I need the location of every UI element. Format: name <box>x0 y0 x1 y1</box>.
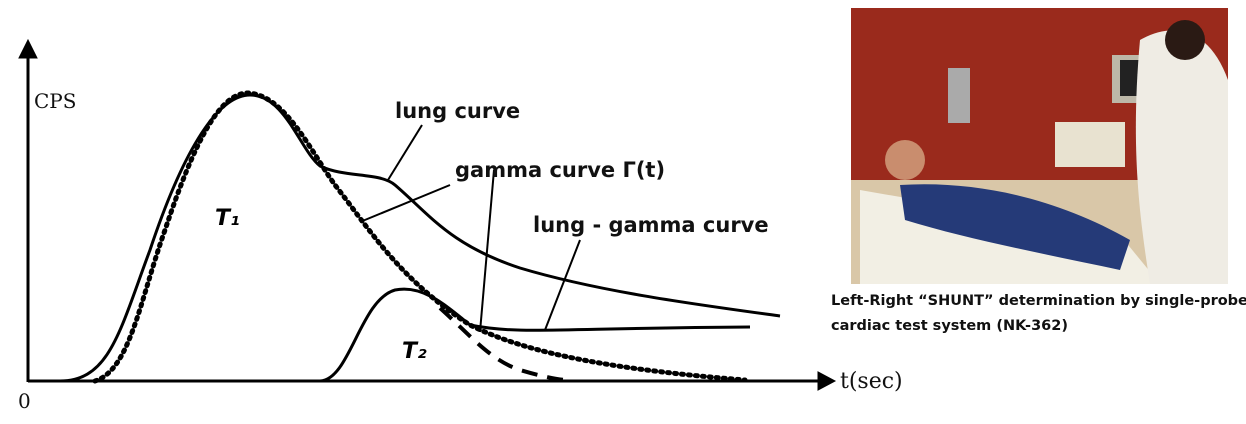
t2-label: T₂ <box>402 339 427 364</box>
gamma-curve <box>92 90 748 384</box>
y-label: CPS <box>34 89 76 113</box>
t2-tail <box>438 306 566 382</box>
photo <box>851 8 1228 284</box>
caption-line: cardiac test system (NK-362) <box>831 318 1068 334</box>
x-arrow <box>817 371 837 391</box>
lung-label: lung curve <box>395 99 520 123</box>
leader <box>479 169 495 333</box>
leader <box>359 184 451 223</box>
x-label: t(sec) <box>840 369 903 394</box>
leader <box>387 124 423 181</box>
diagram <box>18 38 837 391</box>
y-arrow <box>18 38 38 59</box>
t1-label: T₁ <box>215 206 240 231</box>
lung-gamma-label: lung - gamma curve <box>533 213 769 237</box>
gamma-label: gamma curve Γ(t) <box>455 158 665 182</box>
lung-gamma-curve <box>319 287 751 383</box>
origin-label: 0 <box>18 389 31 413</box>
leader <box>544 239 581 331</box>
caption-line: Left-Right “SHUNT” determination by sing… <box>831 293 1246 309</box>
